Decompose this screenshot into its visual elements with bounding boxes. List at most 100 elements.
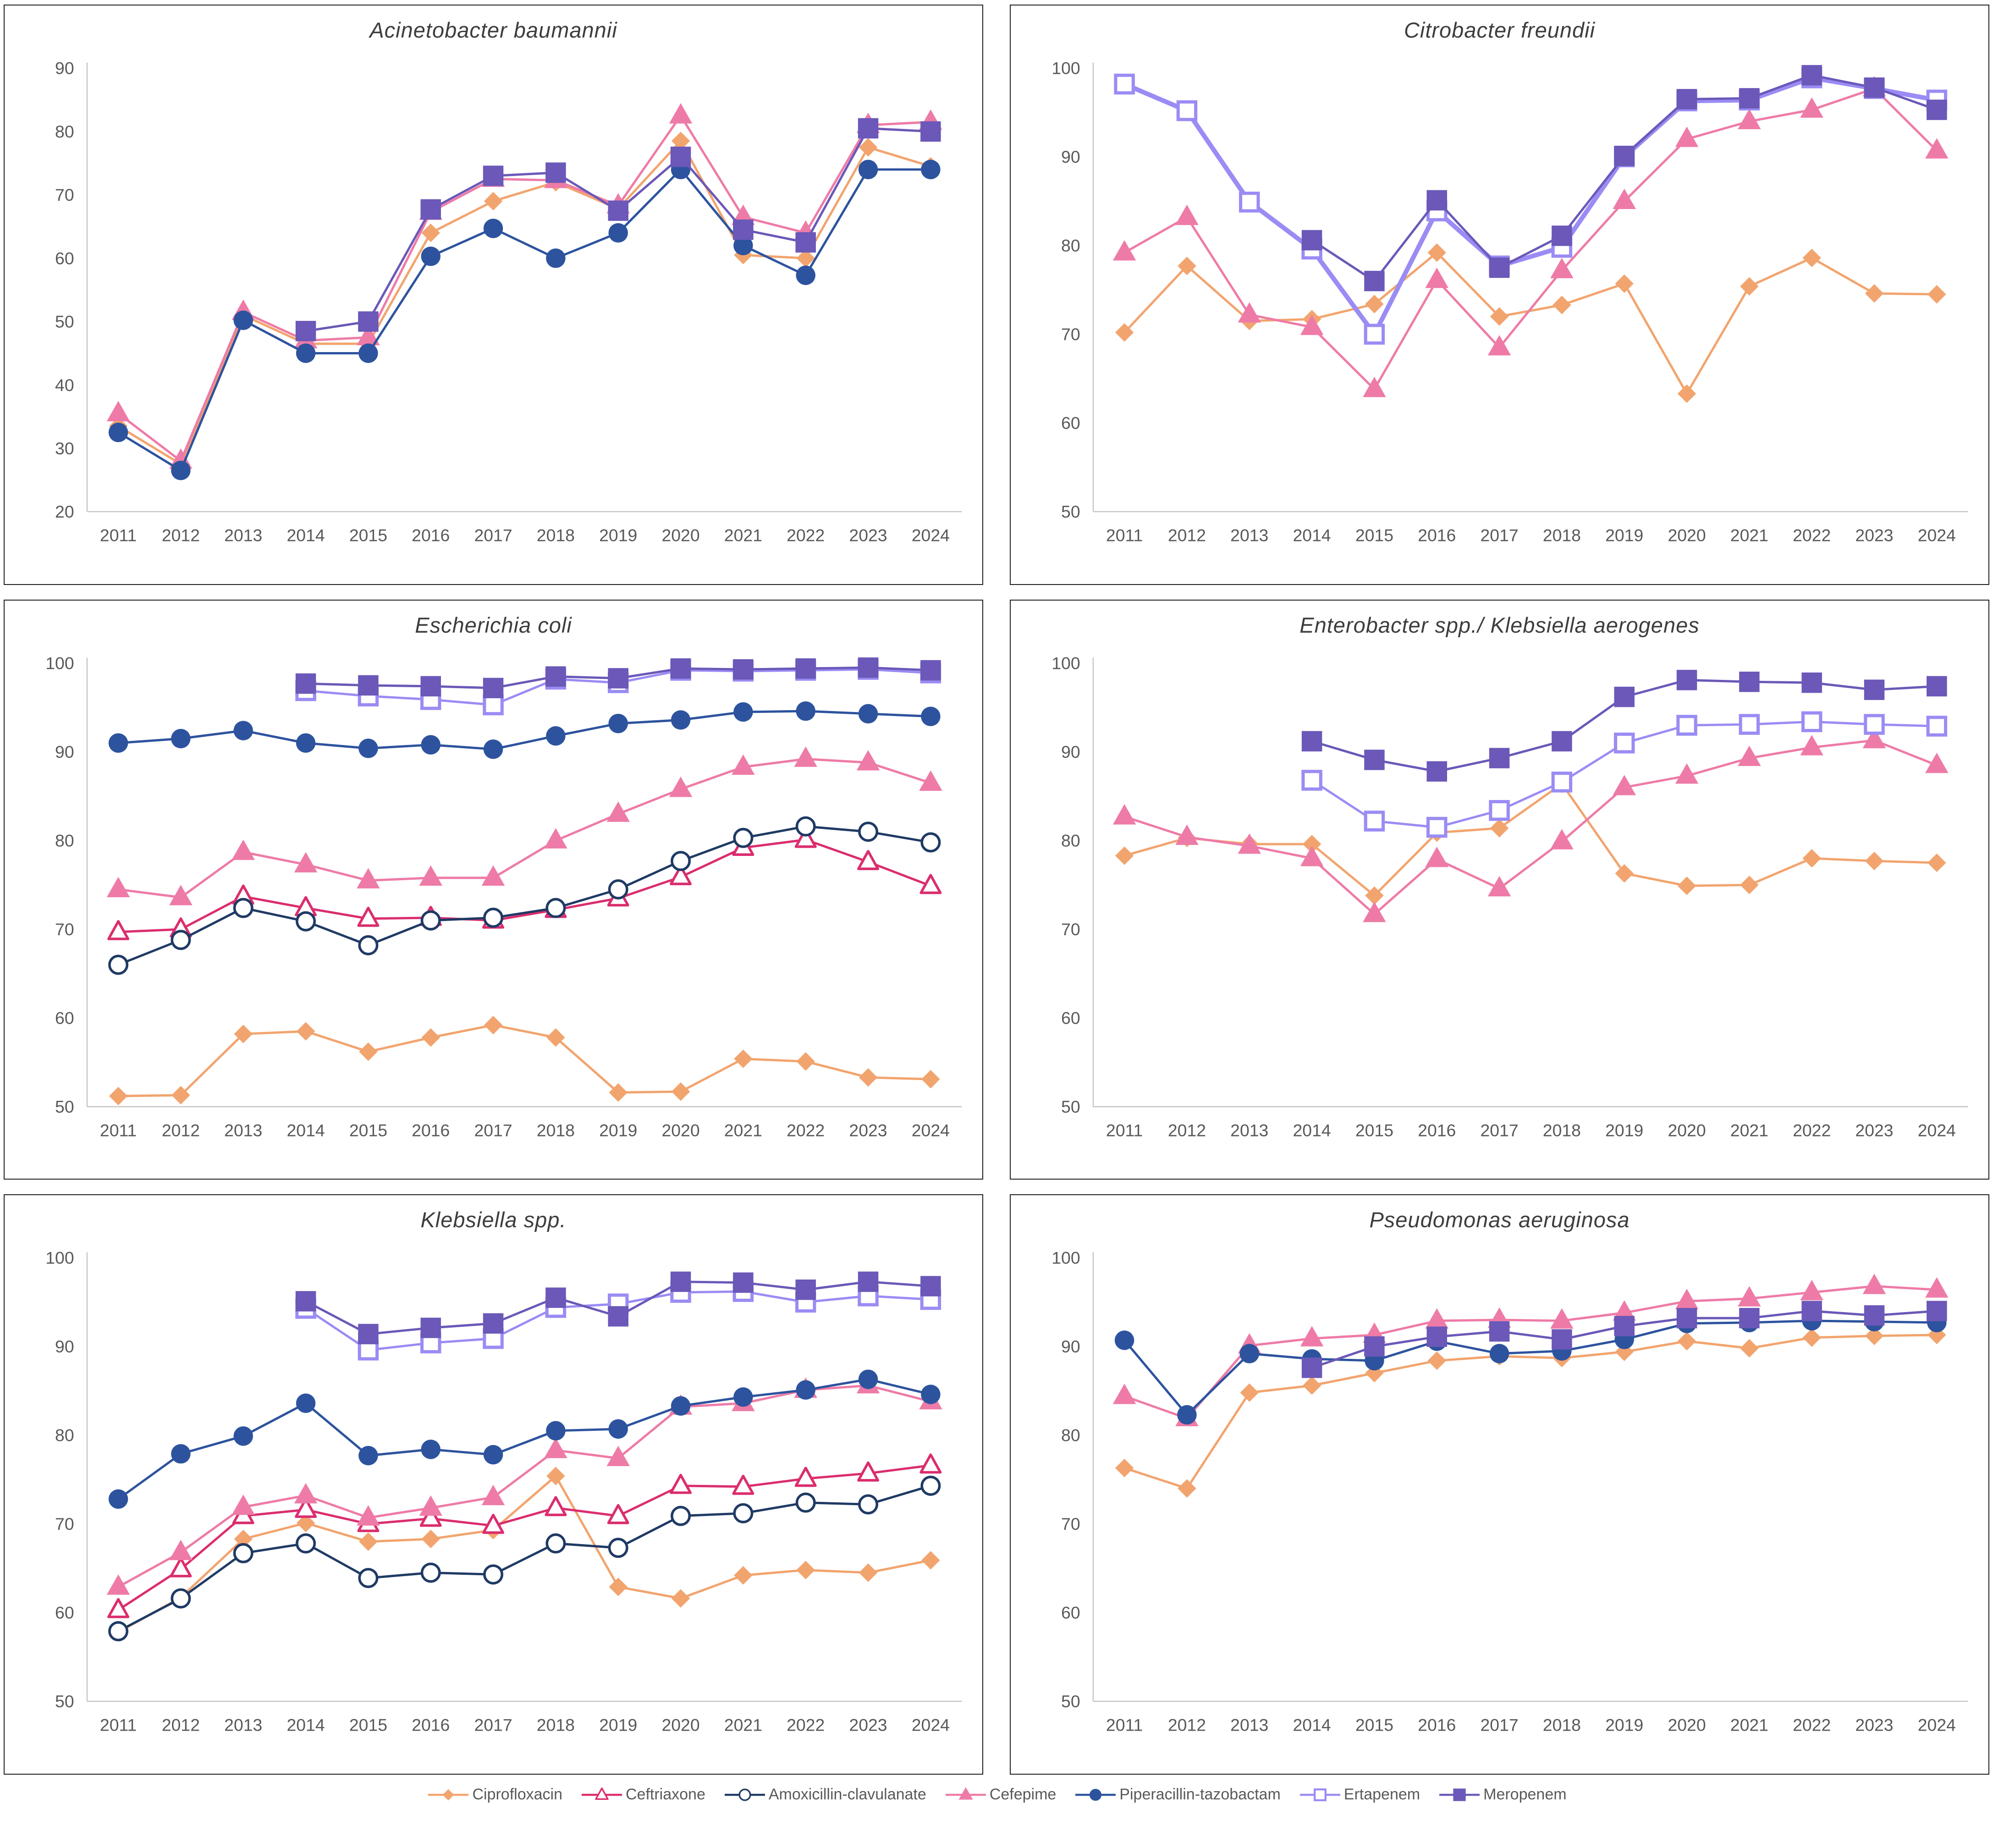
y-tick-label: 60 bbox=[1061, 1603, 1080, 1622]
y-tick-label: 80 bbox=[1061, 1426, 1080, 1445]
series-ceftriaxone bbox=[107, 1453, 942, 1618]
y-tick-label: 100 bbox=[1052, 653, 1080, 673]
x-tick-label: 2018 bbox=[537, 1716, 575, 1735]
figure-legend: Ciprofloxacin Ceftriaxone Amoxicillin-cl… bbox=[4, 1785, 1989, 1805]
legend-label: Ertapenem bbox=[1343, 1786, 1420, 1804]
x-tick-label: 2015 bbox=[349, 1120, 387, 1140]
x-tick-label: 2019 bbox=[1605, 526, 1643, 545]
y-tick-label: 20 bbox=[55, 502, 74, 521]
x-tick-label: 2024 bbox=[912, 1120, 950, 1140]
x-tick-label: 2018 bbox=[1543, 1716, 1581, 1735]
chart-enterobacter-klebsiella-aerogenes: 50 60 70 80 90 100 2011 2012 2013 2014 2015 2016 201… bbox=[1052, 653, 1968, 1140]
y-tick-label: 40 bbox=[55, 375, 74, 395]
x-tick-label: 2015 bbox=[1355, 1120, 1393, 1140]
legend-label: Meropenem bbox=[1483, 1786, 1567, 1804]
legend-item-piperacillin-tazobactam: Piperacillin-tazobactam bbox=[1074, 1785, 1281, 1805]
x-tick-label: 2018 bbox=[1543, 1120, 1581, 1140]
chart-pseudomonas-aeruginosa: 50 60 70 80 90 100 2011 2012 2013 2014 2015 2016 201… bbox=[1052, 1248, 1968, 1735]
amoxicillin-clavulanate-circle-icon bbox=[724, 1788, 765, 1801]
x-tick-label: 2021 bbox=[724, 526, 762, 545]
x-tick-label: 2014 bbox=[286, 526, 325, 545]
series-ciprofloxacin bbox=[1115, 774, 1946, 905]
panel-escherichia-coli: Escherichia coli 50 60 70 80 90 100 2011 2012 20… bbox=[4, 599, 983, 1180]
panel-acinetobacter-baumannii: Acinetobacter baumannii 20 30 40 50 60 70 80 90… bbox=[4, 5, 983, 585]
x-tick-label: 2023 bbox=[849, 1120, 887, 1140]
legend-label: Ciprofloxacin bbox=[472, 1786, 562, 1804]
chart-title-citrobacter-freundii: Citrobacter freundii bbox=[1404, 18, 1596, 42]
x-tick-label: 2020 bbox=[661, 1120, 699, 1140]
chart-title-escherichia-coli: Escherichia coli bbox=[415, 612, 572, 637]
chart-escherichia-coli: 50 60 70 80 90 100 2011 2012 2013 2014 2015 2016 201… bbox=[45, 653, 962, 1140]
x-tick-label: 2012 bbox=[1168, 1120, 1206, 1140]
x-tick-label: 2013 bbox=[224, 526, 262, 545]
x-tick-label: 2019 bbox=[599, 526, 637, 545]
x-tick-label: 2015 bbox=[349, 526, 387, 545]
series-meropenem bbox=[295, 1271, 941, 1345]
x-tick-label: 2022 bbox=[1793, 1716, 1831, 1735]
chart-acinetobacter-baumannii: 20 30 40 50 60 70 80 90 2011 2012 2013 2014 2015 2016… bbox=[55, 59, 962, 545]
x-tick-label: 2016 bbox=[412, 1716, 450, 1735]
x-tick-label: 2019 bbox=[599, 1120, 637, 1140]
y-tick-label: 60 bbox=[1061, 1008, 1080, 1027]
x-tick-label: 2017 bbox=[474, 1120, 512, 1140]
cefepime-triangle-icon bbox=[945, 1787, 986, 1800]
chart-grid: Acinetobacter baumannii 20 30 40 50 60 70 80 90… bbox=[4, 5, 1989, 1775]
y-tick-label: 100 bbox=[1052, 1248, 1080, 1268]
x-tick-label: 2014 bbox=[1293, 1716, 1331, 1735]
series-cefepime bbox=[1112, 728, 1949, 922]
series-piperacillin-tazobactam bbox=[108, 1369, 941, 1509]
y-tick-label: 70 bbox=[1061, 325, 1080, 344]
x-tick-label: 2012 bbox=[162, 1716, 200, 1735]
x-tick-label: 2016 bbox=[1418, 1120, 1456, 1140]
x-tick-label: 2017 bbox=[1480, 1120, 1518, 1140]
y-tick-label: 80 bbox=[1061, 831, 1080, 850]
y-tick-label: 60 bbox=[1061, 414, 1080, 433]
chart-citrobacter-freundii: 50 60 70 80 90 100 2011 2012 2013 2014 2015 2016 201… bbox=[1052, 59, 1968, 545]
legend-label: Piperacillin-tazobactam bbox=[1119, 1786, 1281, 1804]
series-ciprofloxacin bbox=[109, 132, 940, 474]
legend-label: Amoxicillin-clavulanate bbox=[768, 1786, 926, 1804]
x-tick-label: 2024 bbox=[1918, 526, 1956, 545]
y-tick-label: 80 bbox=[55, 122, 74, 141]
x-tick-label: 2013 bbox=[1230, 526, 1268, 545]
panel-enterobacter-klebsiella-aerogenes: Enterobacter spp./ Klebsiella aerogenes … bbox=[1010, 599, 1989, 1180]
x-tick-label: 2011 bbox=[1106, 526, 1143, 545]
x-tick-label: 2012 bbox=[162, 1120, 200, 1140]
ceftriaxone-triangle-icon bbox=[581, 1787, 622, 1800]
legend-item-ertapenem: Ertapenem bbox=[1298, 1785, 1420, 1805]
x-tick-label: 2017 bbox=[1480, 1716, 1518, 1735]
x-tick-label: 2021 bbox=[1730, 526, 1768, 545]
y-tick-label: 50 bbox=[1061, 1692, 1080, 1711]
x-tick-label: 2014 bbox=[286, 1716, 325, 1735]
y-tick-label: 60 bbox=[55, 1008, 74, 1027]
x-tick-label: 2020 bbox=[661, 526, 699, 545]
y-tick-label: 50 bbox=[55, 312, 74, 331]
chart-klebsiella-spp: 50 60 70 80 90 100 2011 2012 2013 2014 2015 2016 201… bbox=[45, 1248, 962, 1735]
y-tick-label: 70 bbox=[55, 185, 74, 204]
x-tick-label: 2018 bbox=[1543, 526, 1581, 545]
y-tick-label: 100 bbox=[1052, 59, 1080, 78]
legend-item-cefepime: Cefepime bbox=[944, 1785, 1056, 1805]
series-cefepime bbox=[1112, 1274, 1949, 1427]
series-meropenem bbox=[1301, 65, 1947, 292]
x-tick-label: 2011 bbox=[100, 526, 137, 545]
x-tick-label: 2019 bbox=[1605, 1120, 1643, 1140]
x-tick-label: 2014 bbox=[1293, 1120, 1331, 1140]
chart-title-pseudomonas-aeruginosa: Pseudomonas aeruginosa bbox=[1369, 1208, 1630, 1232]
x-tick-label: 2019 bbox=[1605, 1716, 1643, 1735]
x-tick-label: 2016 bbox=[412, 1120, 450, 1140]
y-tick-label: 70 bbox=[1061, 1514, 1080, 1534]
y-tick-label: 90 bbox=[1061, 147, 1080, 166]
x-tick-label: 2024 bbox=[1918, 1120, 1956, 1140]
x-tick-label: 2015 bbox=[1355, 1716, 1393, 1735]
x-tick-label: 2022 bbox=[1793, 1120, 1831, 1140]
chart-title-acinetobacter-baumannii: Acinetobacter baumannii bbox=[369, 18, 617, 42]
x-tick-label: 2024 bbox=[1918, 1716, 1956, 1735]
series-ciprofloxacin bbox=[1115, 243, 1946, 403]
x-tick-label: 2016 bbox=[412, 526, 450, 545]
y-tick-label: 50 bbox=[55, 1692, 74, 1711]
x-tick-label: 2022 bbox=[787, 526, 825, 545]
y-tick-label: 70 bbox=[55, 920, 74, 939]
y-tick-label: 90 bbox=[1061, 742, 1080, 761]
y-tick-label: 100 bbox=[45, 1248, 74, 1268]
